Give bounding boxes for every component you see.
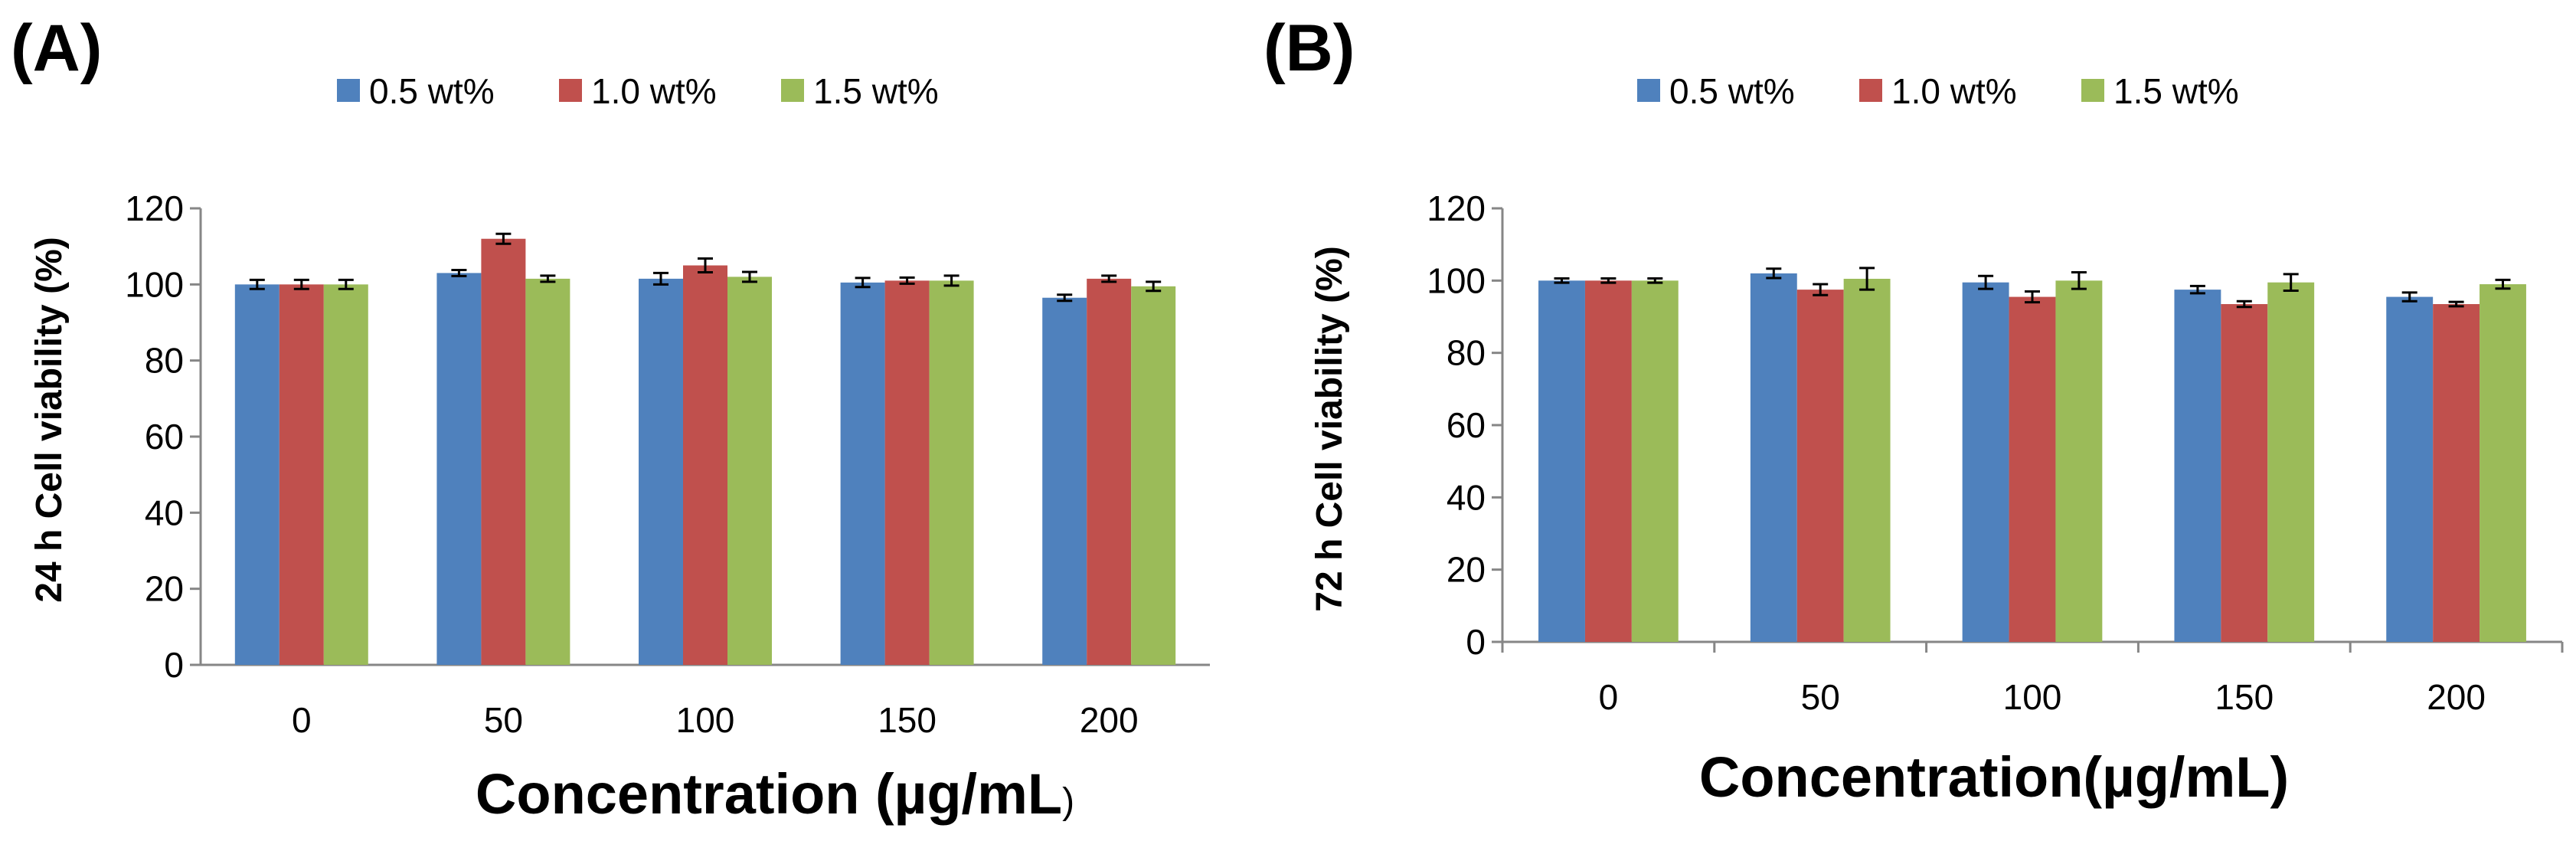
bar-b-2-0 (1962, 282, 2009, 642)
legend-label-a-2: 1.5 wt% (813, 71, 939, 111)
legend-b: 0.5 wt% 1.0 wt% 1.5 wt% (1637, 71, 2239, 111)
x-tick-label-a: 100 (676, 700, 735, 740)
bar-b-3-2 (2267, 282, 2315, 642)
bar-a-2-0 (639, 278, 684, 665)
y-tick-label-a: 80 (145, 341, 184, 381)
y-tick-label-a: 20 (145, 569, 184, 609)
bar-a-0-1 (279, 284, 324, 665)
bar-b-1-1 (1796, 290, 1844, 642)
panel-label-b: (B) (1263, 11, 1355, 85)
y-tick-label-b: 80 (1447, 333, 1486, 373)
x-tick-label-b: 150 (2215, 677, 2274, 717)
x-tick-label-b: 0 (1599, 677, 1619, 717)
y-axis-label-b: 72 h Cell viability (%) (1309, 246, 1350, 611)
y-tick-label-a: 0 (164, 645, 184, 685)
chart-panel-a: (A) 0.5 wt% 1.0 wt% 1.5 wt% 24 h Cell viab… (11, 11, 1210, 826)
plot-area-b: 0 20 40 60 80 100 120 0 50 100 150 200 (1427, 188, 2564, 717)
bar-a-0-2 (323, 284, 368, 665)
bar-a-3-2 (929, 280, 974, 665)
bar-b-3-1 (2221, 303, 2268, 642)
y-tick-label-a: 100 (125, 264, 184, 304)
plot-area-a: 0 20 40 60 80 100 120 0 50 100 150 200 (125, 188, 1210, 740)
bar-b-4-0 (2386, 296, 2434, 642)
x-tick-label-a: 50 (484, 700, 523, 740)
bar-b-1-2 (1843, 278, 1891, 642)
bar-a-3-0 (840, 282, 885, 665)
y-axis-label-a: 24 h Cell viability (%) (29, 237, 70, 602)
y-tick-label-a: 120 (125, 188, 184, 228)
bar-a-1-2 (525, 278, 570, 665)
bar-b-0-1 (1584, 280, 1632, 642)
legend-swatch-b-2 (2081, 79, 2104, 102)
x-tick-label-b: 200 (2427, 677, 2486, 717)
y-tick-label-a: 60 (145, 417, 184, 457)
bar-a-4-1 (1087, 278, 1132, 665)
y-tick-label-b: 40 (1447, 477, 1486, 517)
bar-b-0-0 (1538, 280, 1585, 642)
bar-b-2-1 (2009, 296, 2056, 642)
bar-a-0-0 (234, 284, 280, 665)
legend-swatch-b-1 (1859, 79, 1882, 102)
legend-label-b-0: 0.5 wt% (1669, 71, 1795, 111)
bar-a-4-2 (1131, 286, 1176, 665)
x-tick-label-a: 150 (878, 700, 937, 740)
legend-label-b-2: 1.5 wt% (2113, 71, 2239, 111)
bar-b-0-2 (1631, 280, 1679, 642)
bar-b-3-0 (2174, 290, 2221, 642)
x-axis-label-a: Concentration (µg/mL) (476, 762, 1074, 826)
x-tick-label-a: 200 (1080, 700, 1139, 740)
bar-a-4-0 (1042, 297, 1087, 665)
legend-label-a-0: 0.5 wt% (369, 71, 495, 111)
bar-a-3-1 (884, 280, 930, 665)
x-tick-label-b: 50 (1801, 677, 1840, 717)
bar-a-2-2 (727, 277, 772, 665)
bar-a-1-0 (436, 273, 482, 665)
x-axis-label-a-tail: ) (1062, 781, 1074, 822)
bar-b-2-2 (2055, 280, 2103, 642)
bar-a-2-1 (683, 265, 727, 665)
legend-label-a-1: 1.0 wt% (591, 71, 717, 111)
legend-swatch-a-1 (559, 79, 582, 102)
y-tick-label-b: 120 (1427, 188, 1486, 228)
legend-swatch-b-0 (1637, 79, 1660, 102)
y-tick-label-b: 20 (1447, 550, 1486, 590)
legend-a: 0.5 wt% 1.0 wt% 1.5 wt% (337, 71, 939, 111)
y-tick-label-a: 40 (145, 493, 184, 532)
x-tick-label-b: 100 (2003, 677, 2062, 717)
panel-label-a: (A) (11, 11, 102, 85)
bar-b-1-0 (1750, 273, 1797, 642)
legend-swatch-a-0 (337, 79, 360, 102)
y-tick-label-b: 60 (1447, 405, 1486, 445)
x-axis-label-b-main: Concentration(µg/mL) (1699, 745, 2289, 809)
x-axis-label-a-main: Concentration (µg/mL (476, 762, 1062, 826)
x-axis-label-b: Concentration(µg/mL) (1699, 745, 2289, 809)
legend-swatch-a-2 (781, 79, 804, 102)
y-tick-label-b: 0 (1466, 622, 1486, 662)
chart-panel-b: (B) 0.5 wt% 1.0 wt% 1.5 wt% 72 h Cell viab… (1263, 11, 2564, 809)
legend-label-b-1: 1.0 wt% (1891, 71, 2017, 111)
bar-b-4-1 (2433, 303, 2480, 642)
y-tick-label-b: 100 (1427, 260, 1486, 300)
x-tick-label-a: 0 (292, 700, 312, 740)
bar-b-4-2 (2480, 284, 2526, 642)
bar-a-1-1 (481, 238, 526, 665)
